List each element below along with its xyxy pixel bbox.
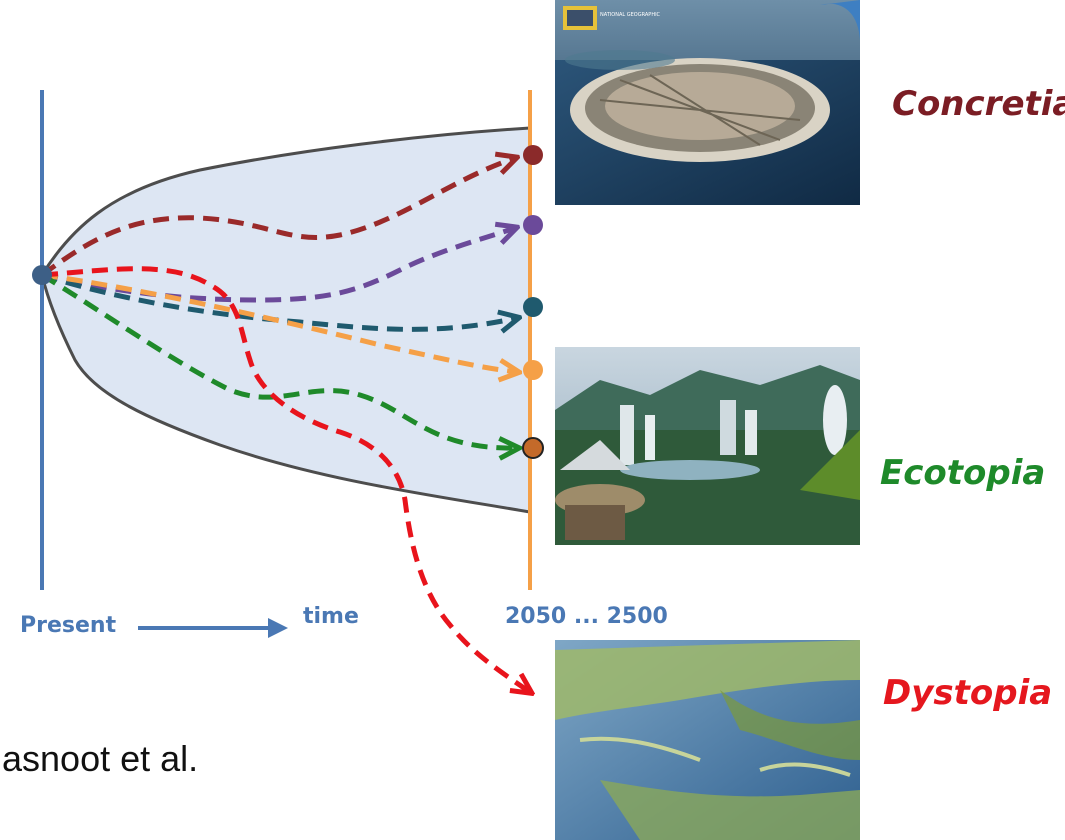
present-label: Present	[20, 613, 117, 638]
pathway-red	[41, 266, 530, 692]
pathway-purple	[41, 228, 515, 303]
scenario-label-ecotopia: Ecotopia	[880, 453, 1046, 493]
credit-text: asnoot et al.	[2, 738, 199, 779]
photo-logo-text: NATIONAL GEOGRAPHIC	[600, 12, 661, 18]
pathway-green	[40, 272, 517, 448]
pathway-darkred	[40, 158, 515, 278]
endpoint-darkred	[523, 145, 543, 165]
time-arrow-head	[268, 618, 288, 638]
scenario-label-concretia: Concretia	[892, 84, 1065, 124]
endpoint-teal	[523, 297, 543, 317]
origin-dot	[32, 265, 52, 285]
scenario-label-dystopia: Dystopia	[883, 673, 1053, 713]
horizon-label: 2050 ... 2500	[505, 604, 668, 629]
endpoint-purple	[523, 215, 543, 235]
endpoint-orange	[523, 360, 543, 380]
pathway-teal	[41, 272, 517, 329]
endpoint-ecotopia	[522, 437, 544, 459]
eco-city-photo	[555, 347, 860, 545]
pathway-orange	[41, 272, 517, 372]
flooded-delta-photo	[555, 640, 860, 840]
island-city-photo: NATIONAL GEOGRAPHIC	[555, 0, 860, 205]
time-label: time	[303, 604, 359, 629]
